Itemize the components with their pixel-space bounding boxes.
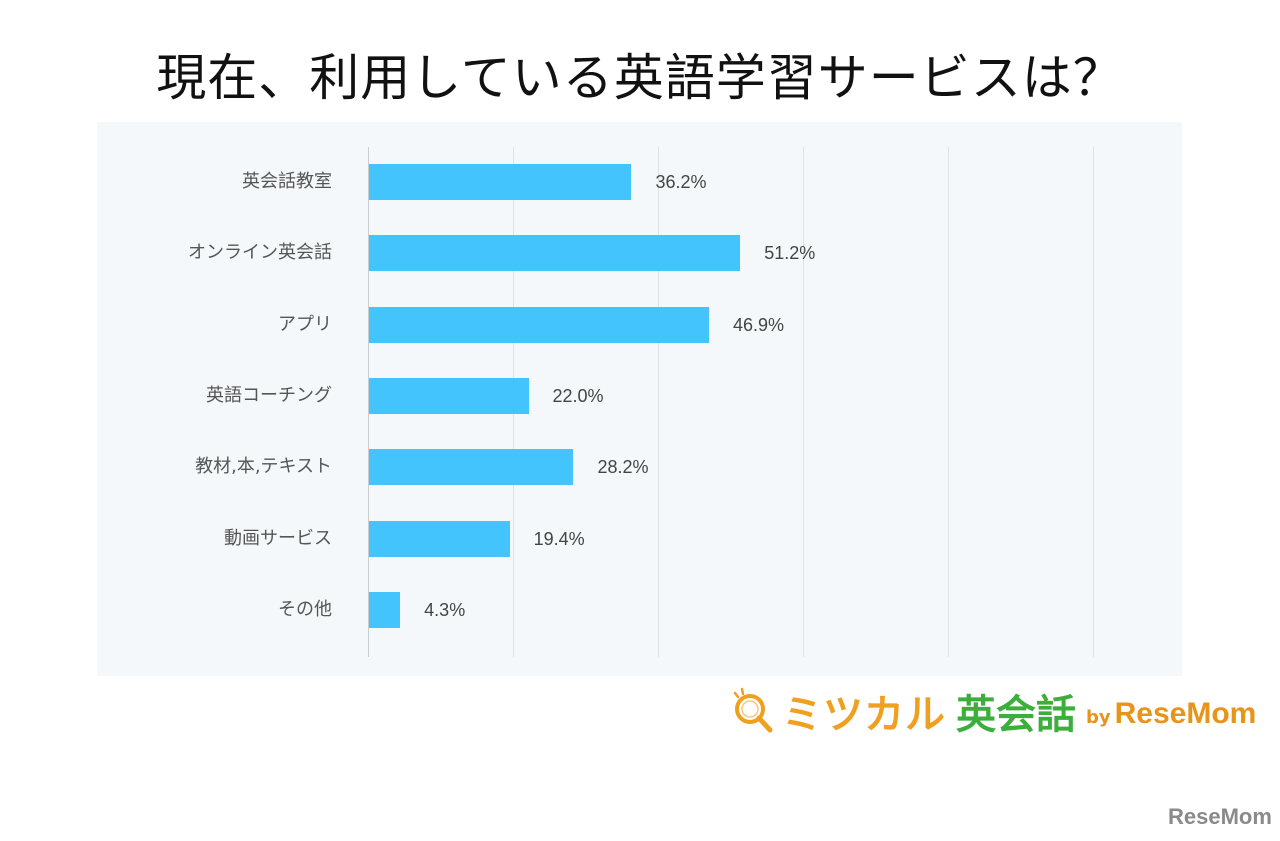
category-label: 教材,本,テキスト — [195, 456, 332, 478]
value-label: 51.2% — [764, 243, 816, 264]
bar — [369, 377, 529, 414]
category-label: 英語コーチング — [206, 384, 332, 406]
value-label: 46.9% — [733, 314, 785, 335]
chart-title: 現在、利用している英語学習サービスは？ — [156, 49, 1124, 107]
mitsukaru-eikaiwa-logo: ミツカル 英会話 by ReseMom — [730, 682, 1256, 740]
value-label: 28.2% — [597, 457, 649, 478]
value-label: 36.2% — [655, 172, 707, 192]
bar — [369, 235, 741, 272]
gridline — [948, 147, 949, 657]
category-label: 動画サービス — [224, 527, 332, 549]
gridline — [658, 147, 659, 657]
gridline — [803, 147, 804, 657]
value-label: 4.3% — [424, 599, 466, 620]
bar — [369, 591, 401, 628]
category-label: アプリ — [278, 313, 332, 335]
category-label: その他 — [278, 598, 332, 620]
gridline — [368, 147, 369, 657]
bar — [369, 164, 632, 200]
category-label: 英会話教室 — [242, 171, 332, 192]
logo-text-by: by — [1086, 706, 1111, 728]
gridline — [1093, 147, 1094, 657]
bar — [369, 306, 710, 343]
category-label: オンライン英会話 — [188, 242, 332, 264]
magnifier-icon — [730, 687, 778, 735]
logo-text-eikaiwa: 英会話 — [956, 692, 1076, 738]
bar — [369, 520, 510, 557]
chart-panel — [97, 122, 1182, 676]
value-label: 19.4% — [533, 528, 585, 549]
logo-text-resemom: ReseMom — [1114, 697, 1257, 730]
bar — [369, 449, 574, 486]
logo-text-mitsukaru: ミツカル — [782, 692, 946, 738]
resemom-watermark: ReseMom — [1168, 804, 1272, 829]
value-label: 22.0% — [552, 385, 604, 406]
